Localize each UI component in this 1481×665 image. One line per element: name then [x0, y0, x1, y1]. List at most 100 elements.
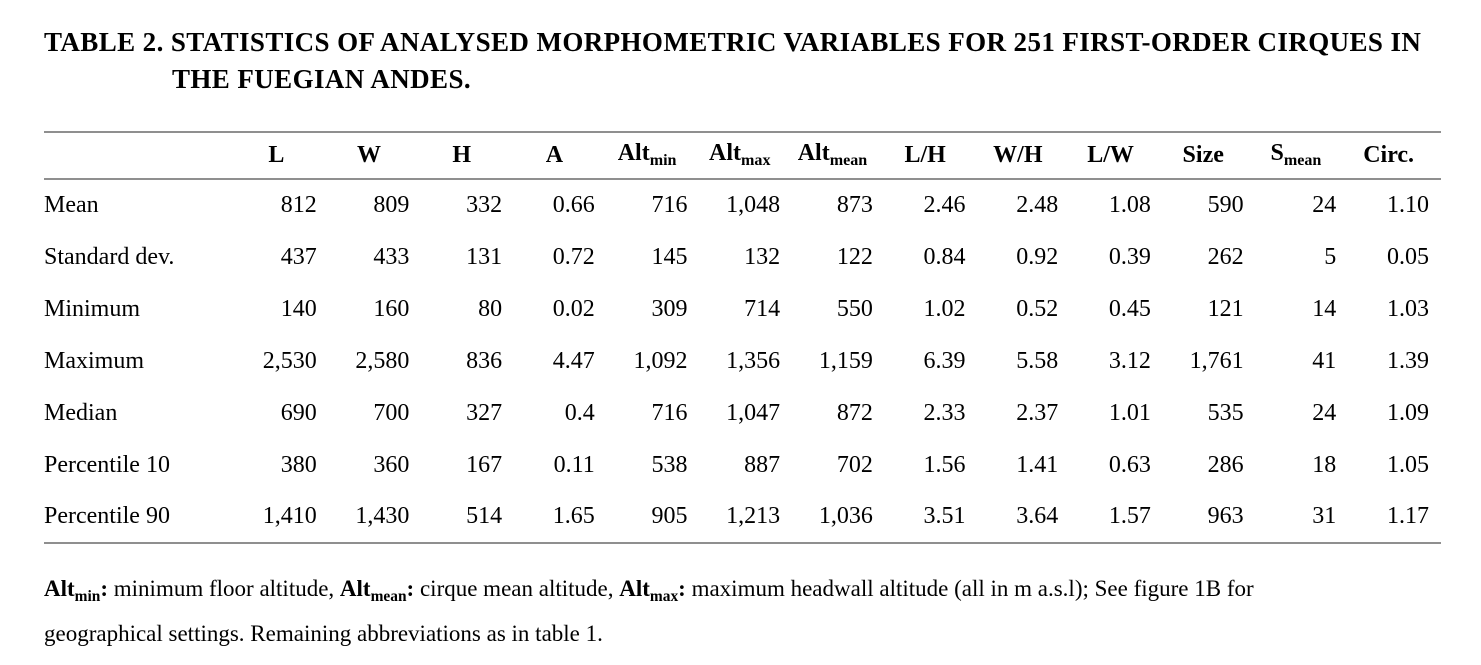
cell-minimum-altmean: 550 [836, 295, 873, 322]
column-header-l: L [236, 132, 329, 179]
footnote-abbrev-subscript: max [649, 587, 679, 605]
cell-standard-dev-l: 437 [280, 243, 317, 270]
cell-mean-altmin: 716 [651, 192, 688, 218]
cell-median-h: 327 [466, 399, 503, 426]
table-caption: TABLE 2. STATISTICS OF ANALYSED MORPHOME… [44, 24, 1443, 98]
cell-maximum-l: 2,530 [262, 347, 317, 374]
table-row-percentile-10: Percentile 10 380 360 167 0.11 538 887 702 1.56 1… [44, 439, 1441, 491]
cell-percentile-10-altmin: 538 [651, 451, 688, 478]
cell-maximum-l-w: 3.12 [1108, 347, 1151, 374]
footnote-text-segment: cirque mean altitude, [414, 576, 620, 601]
footnote-abbrev: Alt [339, 576, 371, 601]
cell-mean-w: 809 [373, 192, 410, 218]
footnote-text-segment: geographical settings. Remaining abbrevi… [44, 620, 603, 646]
row-label: Percentile 90 [44, 503, 170, 529]
cell-percentile-10-a: 0.11 [553, 451, 595, 478]
cell-standard-dev-l-h: 0.84 [923, 243, 966, 270]
statistics-table: L W H A Altmin Altmax Altmean L/H W/H L/W Size Smea… [44, 131, 1441, 544]
cell-minimum-a: 0.02 [552, 295, 595, 322]
column-header-l-w: L/W [1070, 132, 1163, 179]
cell-standard-dev-size: 262 [1207, 243, 1244, 270]
cell-percentile-10-smean: 18 [1312, 451, 1337, 478]
cell-standard-dev-circ: 0.05 [1387, 243, 1429, 270]
cell-percentile-10-altmean: 702 [836, 451, 873, 478]
cell-percentile-90-a: 1.65 [552, 503, 595, 529]
cell-percentile-10-w-h: 1.41 [1016, 451, 1059, 478]
column-header-s-mean: Smean [1256, 132, 1349, 179]
cell-maximum-w-h: 5.58 [1016, 347, 1059, 374]
table-row-median: Median 690 700 327 0.4 716 1,047 872 2.33 2.37 1.0… [44, 387, 1441, 439]
column-header-label: L/W [1087, 142, 1134, 168]
statistics-table-head: L W H A Altmin Altmax Altmean L/H W/H L/W Size Smea… [44, 132, 1441, 179]
cell-maximum-size: 1,761 [1189, 347, 1244, 374]
cell-percentile-90-size: 963 [1207, 503, 1244, 529]
column-header-label: Alt [709, 140, 742, 167]
cell-maximum-circ: 1.39 [1387, 347, 1429, 374]
column-header-size: Size [1163, 132, 1256, 179]
cell-minimum-smean: 14 [1312, 295, 1337, 322]
footnote-abbrev-subscript: min [74, 587, 101, 605]
column-header-label: A [545, 142, 564, 168]
cell-mean-altmax: 1,048 [726, 192, 781, 218]
column-header-label: Alt [617, 140, 650, 167]
cell-percentile-10-l-w: 0.63 [1108, 451, 1151, 478]
cell-minimum-circ: 1.03 [1387, 295, 1429, 322]
cell-standard-dev-altmean: 122 [836, 243, 873, 270]
footnote-abbrev: Alt [619, 576, 650, 601]
row-label: Standard dev. [44, 243, 175, 270]
cell-median-a: 0.4 [564, 399, 595, 426]
cell-standard-dev-a: 0.72 [552, 243, 595, 270]
cell-median-size: 535 [1207, 399, 1244, 426]
cell-percentile-10-l: 380 [280, 451, 317, 478]
column-header-subscript: min [649, 152, 677, 170]
cell-maximum-l-h: 6.39 [923, 347, 966, 374]
cell-minimum-size: 121 [1207, 295, 1244, 322]
footnote-abbrev: : [406, 576, 415, 601]
statistics-table-body: Mean 812 809 332 0.66 716 1,048 873 2.46 2.48 1.08… [44, 179, 1441, 543]
footnote-text-segment: minimum floor altitude, [108, 576, 340, 601]
cell-maximum-w: 2,580 [355, 347, 410, 374]
cell-median-altmean: 872 [836, 399, 873, 426]
table-caption-line2: THE FUEGIAN ANDES. [172, 64, 472, 94]
column-header-label: W/H [993, 142, 1043, 168]
row-label: Maximum [44, 347, 144, 374]
cell-percentile-90-l-h: 3.51 [923, 503, 966, 529]
cell-median-w: 700 [373, 399, 410, 426]
cell-percentile-90-l: 1,410 [262, 503, 317, 529]
cell-median-altmin: 716 [651, 399, 688, 426]
cell-percentile-90-smean: 31 [1312, 503, 1337, 529]
row-label: Percentile 10 [44, 451, 170, 478]
cell-minimum-altmax: 714 [744, 295, 781, 322]
cell-median-w-h: 2.37 [1016, 399, 1059, 426]
footnote-text-segment: maximum headwall altitude (all in m a.s.… [685, 576, 1254, 601]
footnote-abbrev: : [100, 576, 109, 601]
cell-percentile-90-circ: 1.17 [1387, 503, 1429, 529]
header-row: L W H A Altmin Altmax Altmean L/H W/H L/W Size Smea… [44, 132, 1441, 179]
column-header-alt-max: Altmax [699, 132, 792, 179]
cell-percentile-10-altmax: 887 [744, 451, 781, 478]
column-header-label: S [1270, 140, 1284, 167]
cell-maximum-smean: 41 [1312, 347, 1337, 374]
cell-minimum-l-h: 1.02 [923, 295, 966, 322]
cell-mean-size: 590 [1207, 192, 1244, 218]
column-header-l-h: L/H [885, 132, 978, 179]
row-label: Median [44, 399, 118, 426]
cell-percentile-90-altmax: 1,213 [726, 503, 781, 529]
cell-minimum-l-w: 0.45 [1108, 295, 1151, 322]
cell-minimum-altmin: 309 [651, 295, 688, 322]
cell-mean-l-h: 2.46 [923, 192, 966, 218]
cell-maximum-altmean: 1,159 [818, 347, 873, 374]
cell-maximum-a: 4.47 [552, 347, 595, 374]
cell-minimum-w-h: 0.52 [1016, 295, 1059, 322]
cell-mean-smean: 24 [1312, 192, 1337, 218]
cell-mean-l-w: 1.08 [1108, 192, 1151, 218]
row-label: Mean [44, 192, 99, 218]
cell-maximum-h: 836 [466, 347, 503, 374]
cell-median-l-h: 2.33 [923, 399, 966, 426]
cell-mean-a: 0.66 [552, 192, 595, 218]
cell-percentile-90-altmin: 905 [651, 503, 688, 529]
column-header-w-h: W/H [978, 132, 1071, 179]
cell-mean-l: 812 [280, 192, 317, 218]
column-header-alt-min: Altmin [607, 132, 700, 179]
